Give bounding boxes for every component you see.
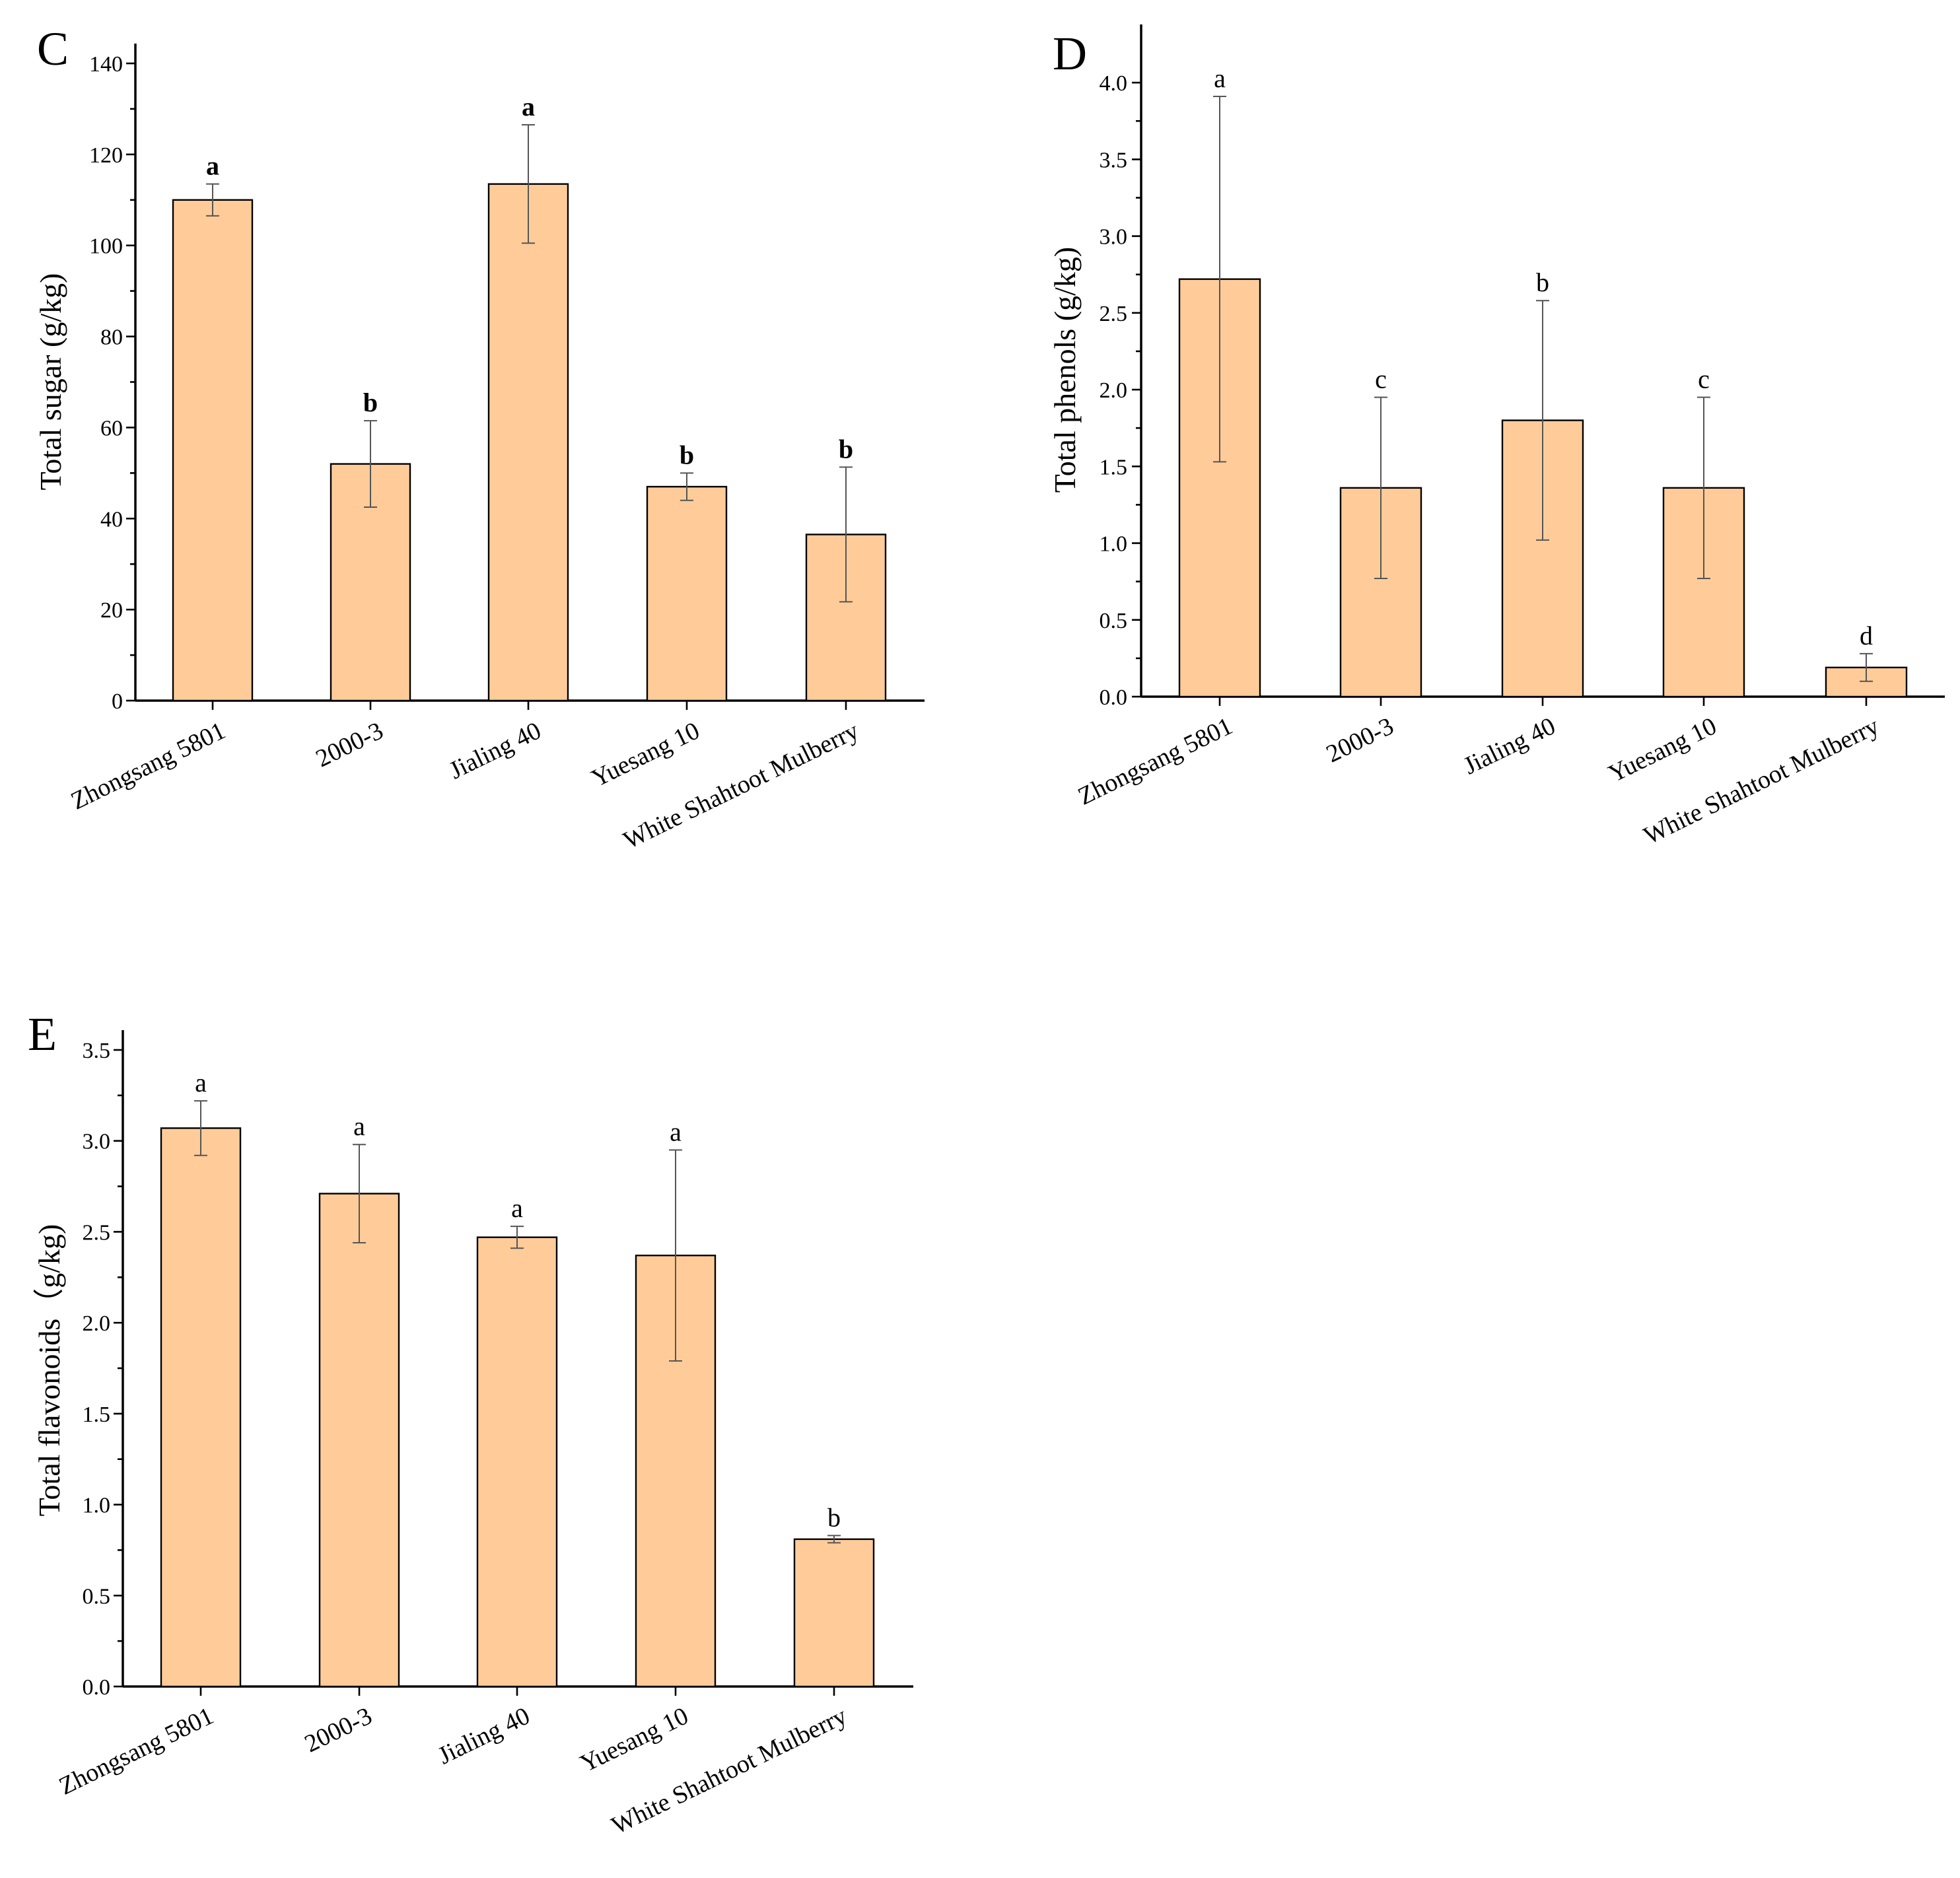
- panel-c-significance-label: b: [363, 388, 378, 417]
- panel-e-significance-label: a: [353, 1111, 365, 1141]
- panel-d-significance-label: c: [1375, 365, 1387, 394]
- panel-d-bar: [1501, 419, 1584, 698]
- panel-e-y-tick-label: 1.5: [83, 1403, 111, 1427]
- panel-c-significance-label: a: [522, 92, 535, 122]
- panel-d-significance-label: b: [1536, 267, 1549, 297]
- panel-d-category-label: 2000-3: [1322, 712, 1398, 768]
- panel-c-bar: [172, 199, 254, 702]
- panel-c-category-label: Yuesang 10: [587, 716, 704, 792]
- panel-d-significance-label: d: [1860, 621, 1873, 650]
- panel-e-letter: E: [28, 1008, 57, 1061]
- panel-c-significance-label: b: [680, 440, 694, 470]
- panel-e-y-tick-label: 1.0: [83, 1494, 111, 1518]
- panel-e-y-tick-label: 2.5: [83, 1220, 111, 1245]
- panel-d-y-tick-label: 0.0: [1100, 685, 1128, 710]
- panel-e-bar: [160, 1127, 242, 1688]
- panel-e-category-label: 2000-3: [300, 1702, 376, 1758]
- panel-c-y-tick-label: 140: [89, 52, 123, 77]
- panel-d-y-tick-label: 1.0: [1100, 532, 1128, 557]
- panel-e-y-axis-title: Total flavonoids（g/kg): [32, 1224, 66, 1517]
- panel-c-category-label: Jialing 40: [445, 716, 545, 784]
- panel-d-y-tick-label: 4.0: [1100, 71, 1128, 96]
- panel-e-y-tick-label: 0.5: [83, 1584, 111, 1609]
- panel-d-y-tick-label: 2.0: [1100, 378, 1128, 403]
- panel-c-total-sugar-chart: C Total sugar (g/kg) 0 20 40 60 80 100 120 140 a…: [34, 22, 925, 854]
- panel-d-letter: D: [1053, 27, 1087, 80]
- panel-e-category-label: Jialing 40: [434, 1702, 534, 1770]
- panel-e-category-label: Yuesang 10: [576, 1702, 693, 1778]
- panel-c-y-axis-title: Total sugar (g/kg): [34, 273, 67, 491]
- panel-d-y-tick-label: 1.5: [1100, 455, 1128, 479]
- panel-e-significance-label: a: [195, 1068, 207, 1097]
- panel-c-letter: C: [37, 22, 69, 75]
- panel-c-y-tick-label: 60: [100, 416, 123, 440]
- panel-e-significance-label: a: [511, 1193, 523, 1223]
- panel-c-y-tick-label: 20: [100, 598, 123, 623]
- panel-e-y-tick-label: 0.0: [83, 1675, 111, 1700]
- panel-d-significance-label: c: [1698, 365, 1710, 394]
- panel-d-category-label: Jialing 40: [1459, 712, 1560, 780]
- panel-c-category-label: 2000-3: [312, 716, 388, 773]
- panel-c-significance-label: a: [206, 151, 219, 181]
- panel-d-significance-label: a: [1214, 63, 1226, 93]
- panel-d-y-tick-label: 0.5: [1100, 609, 1128, 633]
- panel-e-significance-label: b: [827, 1502, 841, 1532]
- panel-d-category-label: Yuesang 10: [1604, 712, 1721, 788]
- panel-e-bar: [318, 1193, 400, 1688]
- panel-e-y-tick-label: 3.5: [83, 1039, 111, 1063]
- panel-e-bar: [476, 1236, 558, 1688]
- panel-e-y-tick-label: 2.0: [83, 1311, 111, 1336]
- panel-d-y-tick-label: 3.0: [1100, 225, 1128, 250]
- panel-e-bar: [793, 1538, 875, 1688]
- panel-d-y-tick-label: 3.5: [1100, 148, 1128, 172]
- panel-c-y-tick-label: 120: [89, 143, 123, 168]
- panel-e-category-label: Zhongsang 5801: [55, 1702, 218, 1800]
- panel-e-total-flavonoids-chart: E Total flavonoids（g/kg) 0.0 0.5 1.0 1.5 2.0…: [28, 1008, 913, 1840]
- panel-c-significance-label: b: [839, 434, 853, 464]
- panel-d-y-axis-title: Total phenols (g/kg): [1048, 247, 1082, 493]
- panel-c-bar: [330, 463, 411, 702]
- panel-c-y-tick-label: 0: [112, 689, 123, 714]
- panel-e-significance-label: a: [670, 1117, 682, 1146]
- panel-d-y-tick-label: 2.5: [1100, 302, 1128, 326]
- panel-d-category-label: Zhongsang 5801: [1074, 712, 1237, 810]
- panel-c-y-tick-label: 40: [100, 507, 123, 532]
- panel-c-bar: [646, 485, 728, 702]
- panel-c-y-tick-label: 80: [100, 326, 123, 350]
- panel-c-y-tick-label: 100: [89, 234, 123, 259]
- panel-d-total-phenols-chart: D Total phenols (g/kg) 0.0 0.5 1.0 1.5 2.0 2.…: [1048, 24, 1945, 850]
- panel-c-bar: [487, 183, 569, 702]
- panel-c-bar: [805, 534, 887, 702]
- panel-e-y-tick-label: 3.0: [83, 1130, 111, 1154]
- panel-c-category-label: Zhongsang 5801: [67, 716, 230, 815]
